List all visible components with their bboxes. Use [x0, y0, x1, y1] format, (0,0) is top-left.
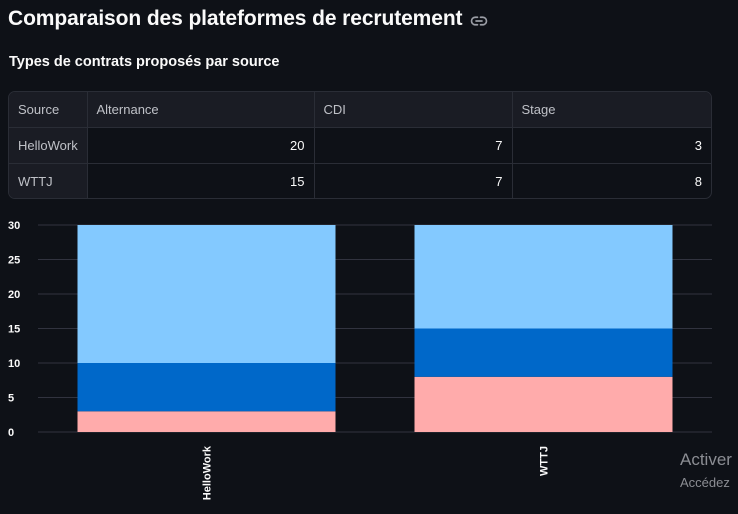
cell-alternance[interactable]: 20 [87, 127, 315, 164]
cell-cdi[interactable]: 7 [314, 163, 513, 198]
page-title: Comparaison des plateformes de recruteme… [8, 7, 463, 30]
y-tick-label: 10 [8, 358, 20, 370]
contracts-table: Source Alternance CDI Stage HelloWork 20… [9, 92, 711, 198]
y-tick-label: 25 [8, 255, 20, 267]
cell-alternance[interactable]: 15 [87, 163, 315, 198]
y-tick-label: 30 [8, 220, 20, 232]
column-header-source[interactable]: Source [9, 92, 88, 128]
section-subtitle: Types de contrats proposés par source [9, 54, 280, 70]
table-row: WTTJ 15 7 8 [9, 163, 711, 198]
cell-source[interactable]: WTTJ [9, 163, 88, 198]
x-tick-label: WTTJ [539, 446, 551, 476]
bar-segment[interactable] [414, 376, 673, 432]
watermark-line-1: Activer [680, 450, 732, 469]
anchor-link-icon[interactable] [470, 12, 488, 30]
bar-segment[interactable] [414, 225, 673, 329]
contracts-dataframe[interactable]: Source Alternance CDI Stage HelloWork 20… [8, 91, 712, 199]
cell-stage[interactable]: 8 [694, 174, 702, 189]
table-header-row: Source Alternance CDI Stage [9, 92, 711, 128]
cell-cdi[interactable]: 7 [314, 127, 513, 164]
y-tick-label: 15 [8, 324, 20, 336]
windows-activation-watermark: Activer Accédez [680, 450, 732, 493]
bar-segment[interactable] [77, 411, 336, 432]
stacked-bar-chart[interactable]: 0 5 10 15 20 25 30 HelloWork WTTJ [0, 215, 738, 514]
table-row: HelloWork 20 7 3 [9, 127, 711, 164]
column-header-stage[interactable]: Stage [512, 92, 711, 128]
y-tick-label: 5 [8, 393, 14, 405]
y-tick-label: 20 [8, 289, 20, 301]
bar-segment[interactable] [77, 225, 336, 363]
cell-source[interactable]: HelloWork [9, 127, 88, 164]
watermark-line-2: Accédez [680, 475, 730, 490]
cell-stage[interactable]: 3 [512, 127, 711, 164]
column-header-alternance[interactable]: Alternance [87, 92, 315, 128]
column-header-cdi[interactable]: CDI [314, 92, 513, 128]
page-header: Comparaison des plateformes de recruteme… [8, 5, 488, 33]
y-tick-label: 0 [8, 427, 14, 439]
bar-segment[interactable] [414, 328, 673, 377]
x-tick-label: HelloWork [202, 445, 214, 500]
bar-segment[interactable] [77, 363, 336, 412]
